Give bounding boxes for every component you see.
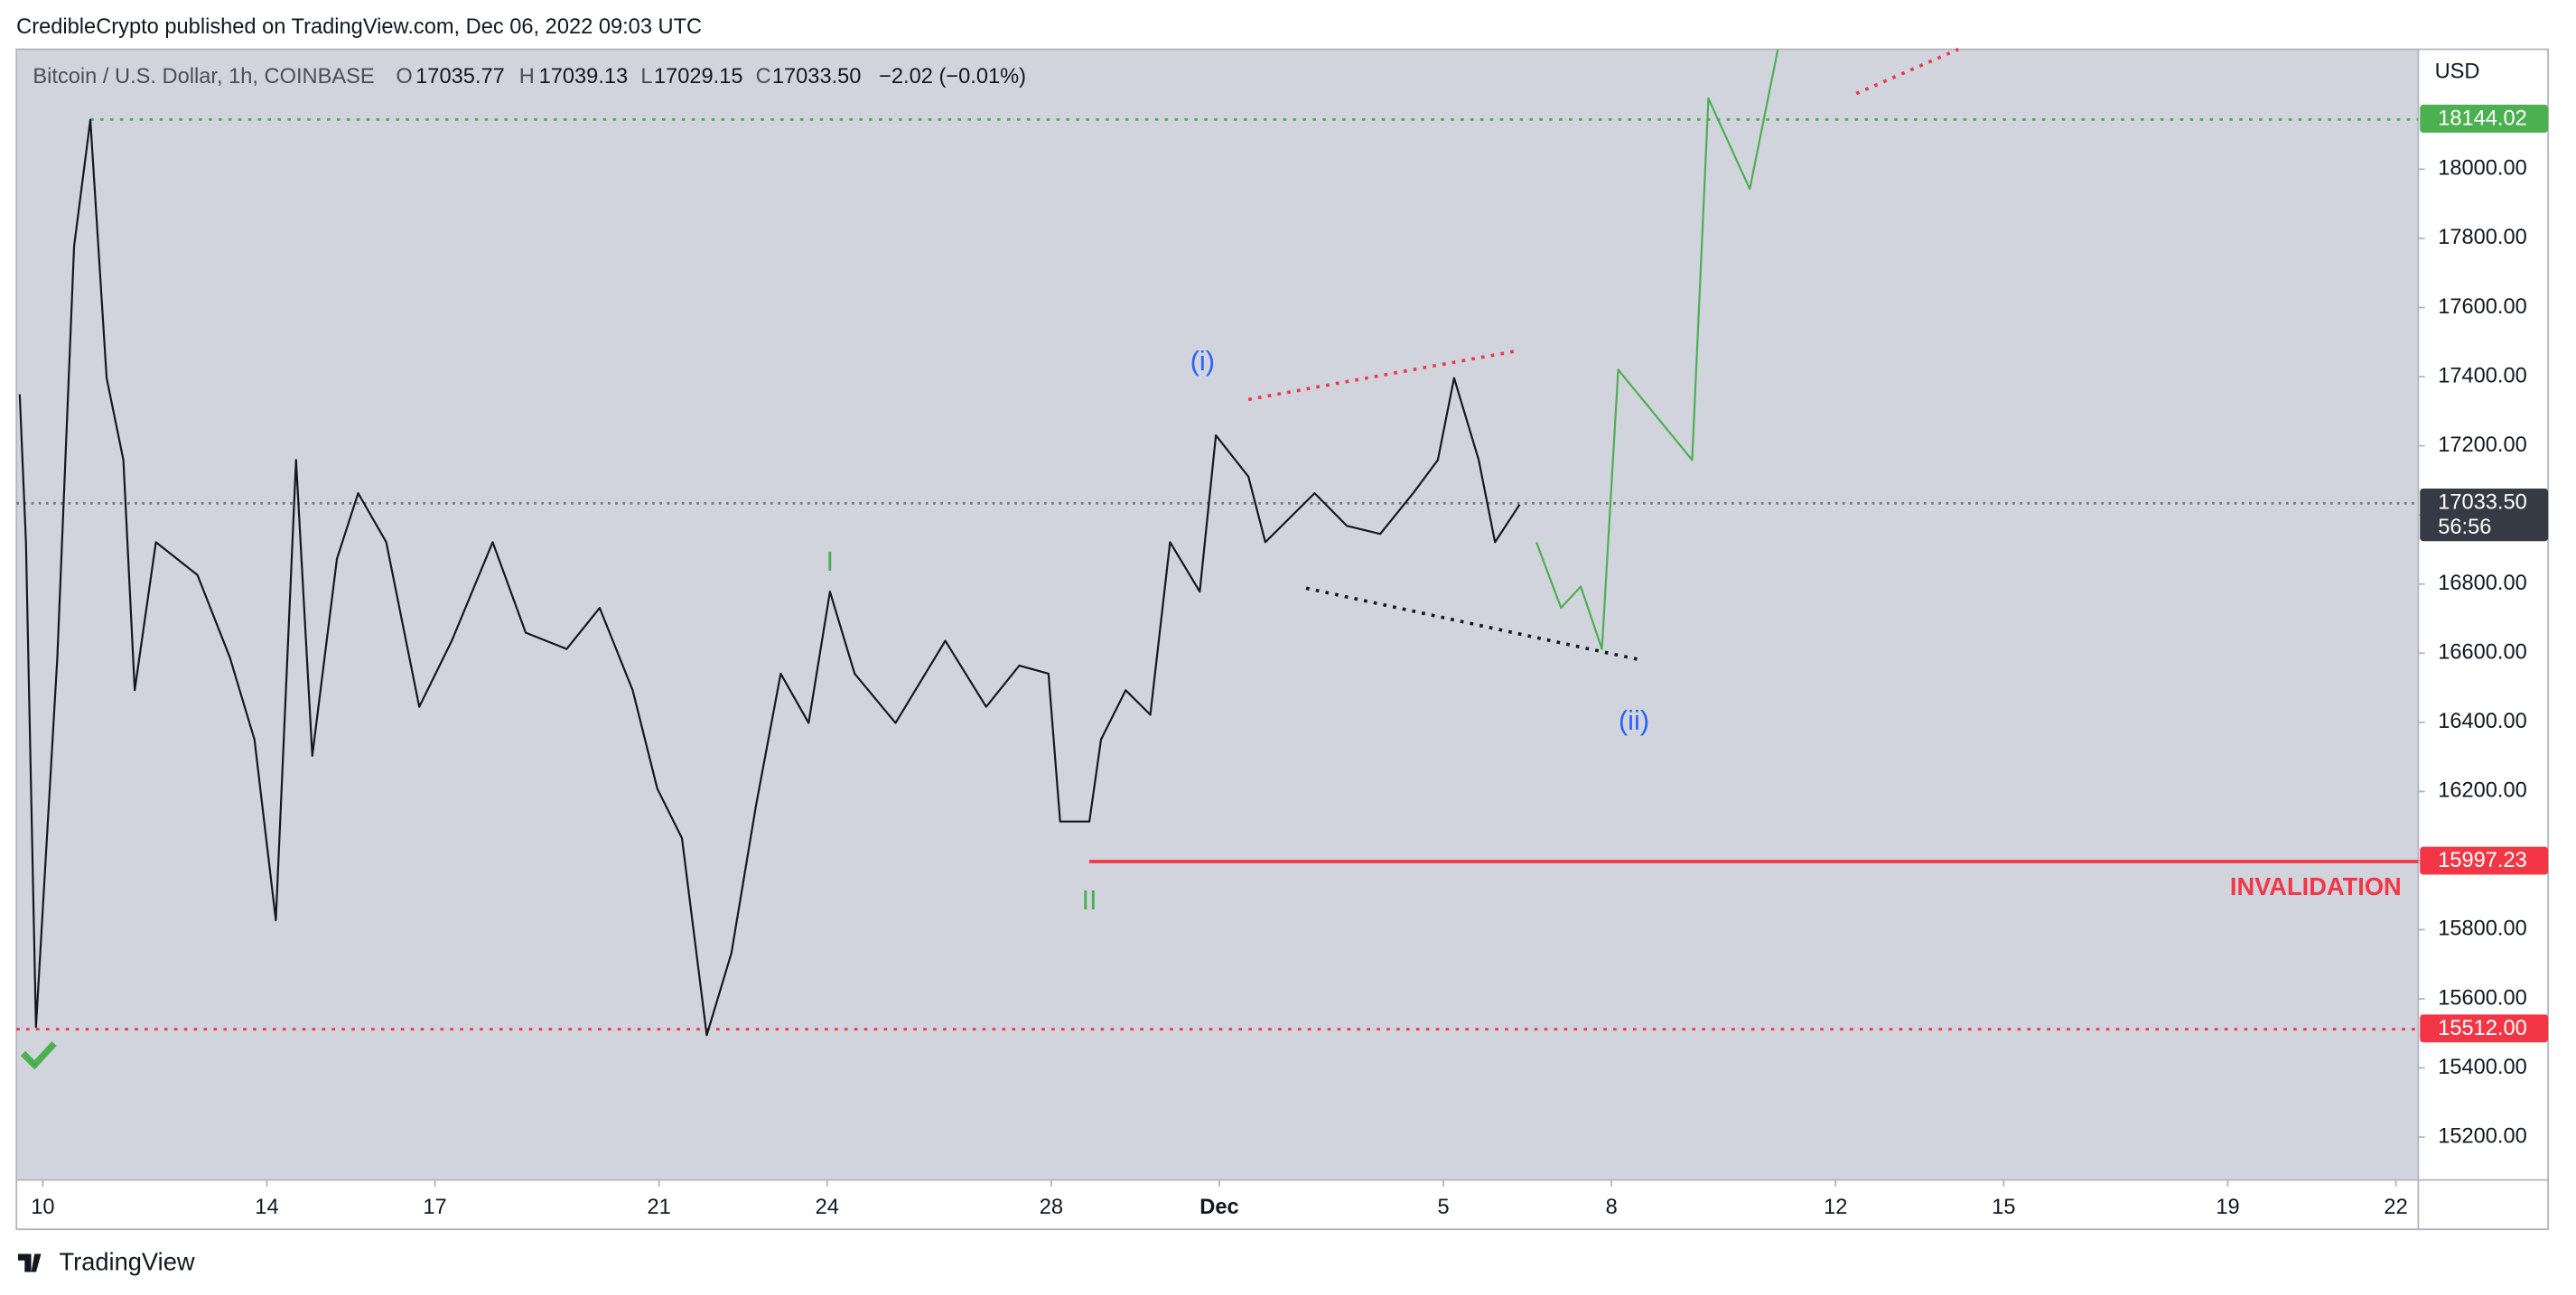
x-tick-label: 14 [255,1196,278,1219]
x-tick-label: 10 [31,1196,54,1219]
y-tick-label: 15800.00 [2438,918,2527,941]
x-tick-label: 24 [816,1196,839,1219]
y-tick-label: 16600.00 [2438,641,2527,665]
annotation: I [826,545,835,577]
countdown: 56:56 [2438,516,2491,539]
tradingview-logo [18,1253,42,1272]
legend-symbol: Bitcoin / U.S. Dollar, 1h, COINBASE [33,65,374,89]
ohlc-value: 17033.50 [772,65,862,89]
price-badge [2420,104,2549,133]
price-badge-label: 17033.50 [2438,491,2527,515]
checkmark [20,1041,57,1070]
annotation: (i) [1190,345,1215,377]
x-tick-label: 15 [1992,1196,2015,1219]
y-tick-label: 17200.00 [2438,433,2527,457]
trendline [1247,349,1520,402]
annotation: II [1081,884,1097,916]
y-tick-label: 16400.00 [2438,710,2527,733]
header: CredibleCrypto published on TradingView.… [16,15,702,39]
footer-brand: TradingView [59,1248,194,1276]
x-tick-label: Dec [1199,1196,1238,1219]
currency: USD [2435,60,2480,83]
trendline [1305,586,1644,663]
price-line [18,118,1521,1037]
price-badge-label: 18144.02 [2438,107,2527,131]
x-tick-label: 22 [2384,1196,2407,1219]
price-badge [2420,846,2549,875]
ohlc-value: 17035.77 [415,65,505,89]
price-line [1535,49,1779,650]
plot-background [16,49,2419,1180]
ohlc-key: C [756,65,771,89]
annotation: (ii) [1619,704,1649,736]
frame [15,48,2549,1231]
x-tick-label: 28 [1040,1196,1063,1219]
annotation: INVALIDATION [2230,872,2402,900]
price-badge [2420,488,2549,542]
x-tick-label: 17 [423,1196,446,1219]
ohlc-key: O [396,65,412,89]
ohlc-key: L [640,65,652,89]
x-tick-label: 5 [1438,1196,1450,1219]
ohlc-key: H [519,65,535,89]
x-tick-label: 19 [2216,1196,2239,1219]
y-tick-label: 17600.00 [2438,295,2527,319]
x-tick-label: 21 [648,1196,671,1219]
y-tick-label: 17800.00 [2438,226,2527,249]
y-tick-label: 15400.00 [2438,1056,2527,1079]
price-badge-label: 15512.00 [2438,1017,2527,1040]
ohlc-value: 17029.15 [654,65,743,89]
ohlc-change: −2.02 (−0.01%) [879,65,1026,89]
y-tick-label: 18000.00 [2438,157,2527,181]
y-tick-label: 15600.00 [2438,986,2527,1010]
price-badge-label: 15997.23 [2438,849,2527,872]
y-tick-label: 16200.00 [2438,779,2527,803]
x-tick-label: 12 [1824,1196,1847,1219]
price-badge [2420,1014,2549,1043]
y-tick-label: 16800.00 [2438,572,2527,595]
x-tick-label: 8 [1606,1196,1618,1219]
ohlc-value: 17039.13 [539,65,629,89]
y-tick-label: 15200.00 [2438,1124,2527,1148]
y-tick-label: 17400.00 [2438,364,2527,387]
